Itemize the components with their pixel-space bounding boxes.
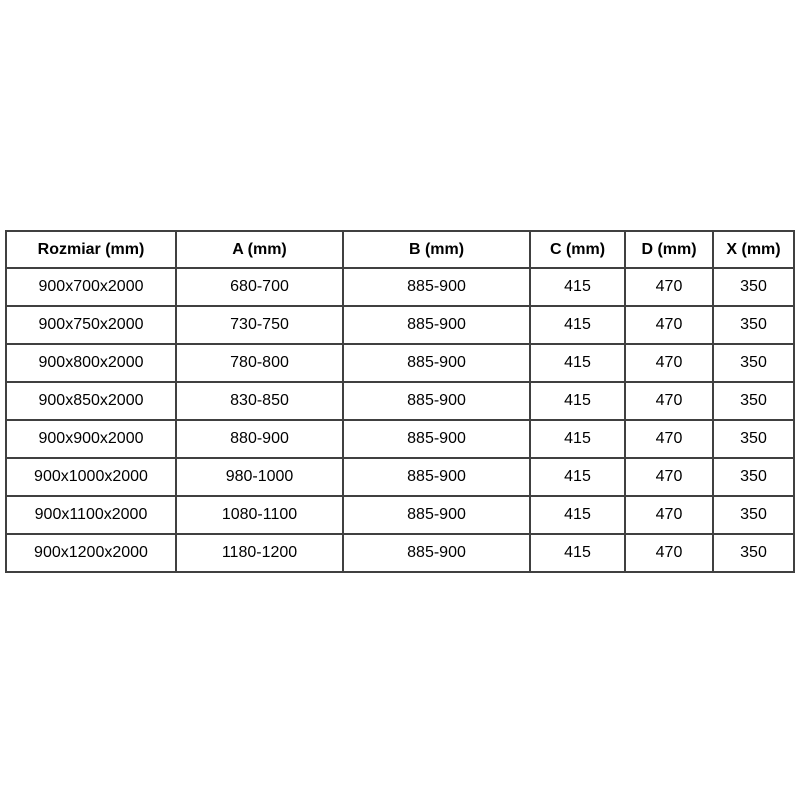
- cell-rozmiar: 900x750x2000: [5, 305, 177, 345]
- cell-d: 470: [624, 267, 714, 307]
- cell-b: 885-900: [342, 305, 531, 345]
- cell-x: 350: [712, 267, 795, 307]
- cell-rozmiar: 900x1100x2000: [5, 495, 177, 535]
- col-header-rozmiar: Rozmiar (mm): [5, 230, 177, 269]
- cell-b: 885-900: [342, 495, 531, 535]
- cell-b: 885-900: [342, 381, 531, 421]
- col-header-d: D (mm): [624, 230, 714, 269]
- table-row: 900x1000x2000 980-1000 885-900 415 470 3…: [5, 457, 795, 497]
- cell-d: 470: [624, 343, 714, 383]
- table-row: 900x1200x2000 1180-1200 885-900 415 470 …: [5, 533, 795, 573]
- table-row: 900x1100x2000 1080-1100 885-900 415 470 …: [5, 495, 795, 535]
- cell-b: 885-900: [342, 533, 531, 573]
- cell-d: 470: [624, 305, 714, 345]
- cell-b: 885-900: [342, 457, 531, 497]
- cell-d: 470: [624, 533, 714, 573]
- cell-d: 470: [624, 419, 714, 459]
- table-row: 900x900x2000 880-900 885-900 415 470 350: [5, 419, 795, 459]
- table-row: 900x850x2000 830-850 885-900 415 470 350: [5, 381, 795, 421]
- cell-d: 470: [624, 381, 714, 421]
- cell-rozmiar: 900x1200x2000: [5, 533, 177, 573]
- cell-a: 1080-1100: [175, 495, 344, 535]
- cell-a: 780-800: [175, 343, 344, 383]
- cell-c: 415: [529, 419, 626, 459]
- cell-c: 415: [529, 381, 626, 421]
- cell-rozmiar: 900x700x2000: [5, 267, 177, 307]
- cell-x: 350: [712, 381, 795, 421]
- cell-c: 415: [529, 343, 626, 383]
- cell-a: 730-750: [175, 305, 344, 345]
- cell-c: 415: [529, 267, 626, 307]
- size-spec-table: Rozmiar (mm) A (mm) B (mm) C (mm) D (mm)…: [5, 230, 795, 573]
- cell-c: 415: [529, 305, 626, 345]
- header-row: Rozmiar (mm) A (mm) B (mm) C (mm) D (mm)…: [5, 230, 795, 269]
- cell-a: 1180-1200: [175, 533, 344, 573]
- table-row: 900x700x2000 680-700 885-900 415 470 350: [5, 267, 795, 307]
- cell-rozmiar: 900x1000x2000: [5, 457, 177, 497]
- cell-d: 470: [624, 495, 714, 535]
- cell-x: 350: [712, 495, 795, 535]
- cell-c: 415: [529, 495, 626, 535]
- cell-a: 880-900: [175, 419, 344, 459]
- cell-rozmiar: 900x900x2000: [5, 419, 177, 459]
- cell-x: 350: [712, 343, 795, 383]
- cell-c: 415: [529, 457, 626, 497]
- col-header-x: X (mm): [712, 230, 795, 269]
- cell-b: 885-900: [342, 419, 531, 459]
- table-row: 900x750x2000 730-750 885-900 415 470 350: [5, 305, 795, 345]
- cell-b: 885-900: [342, 267, 531, 307]
- cell-x: 350: [712, 305, 795, 345]
- col-header-c: C (mm): [529, 230, 626, 269]
- cell-x: 350: [712, 419, 795, 459]
- cell-a: 680-700: [175, 267, 344, 307]
- cell-c: 415: [529, 533, 626, 573]
- cell-d: 470: [624, 457, 714, 497]
- cell-b: 885-900: [342, 343, 531, 383]
- table-row: 900x800x2000 780-800 885-900 415 470 350: [5, 343, 795, 383]
- cell-rozmiar: 900x850x2000: [5, 381, 177, 421]
- cell-a: 980-1000: [175, 457, 344, 497]
- cell-x: 350: [712, 457, 795, 497]
- cell-rozmiar: 900x800x2000: [5, 343, 177, 383]
- cell-x: 350: [712, 533, 795, 573]
- cell-a: 830-850: [175, 381, 344, 421]
- col-header-a: A (mm): [175, 230, 344, 269]
- col-header-b: B (mm): [342, 230, 531, 269]
